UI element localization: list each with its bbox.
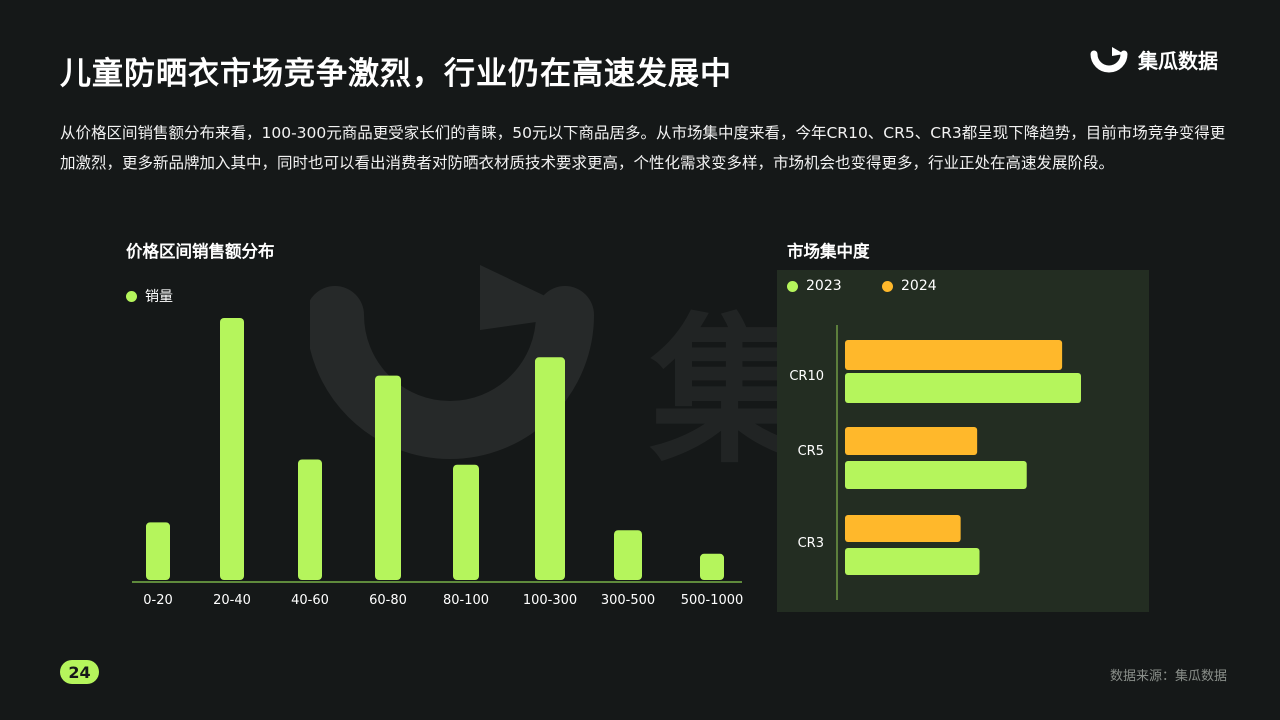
y-tick-label: CR10 xyxy=(789,369,824,384)
bar-2024-CR5 xyxy=(845,427,978,455)
page-title: 儿童防晒衣市场竞争激烈，行业仍在高速发展中 xyxy=(60,56,732,92)
legend-dot-2023 xyxy=(787,280,798,292)
jigua-logo-icon xyxy=(1090,47,1128,73)
y-tick-label: CR5 xyxy=(798,444,824,459)
legend-2024: 2024 xyxy=(882,278,937,294)
y-tick-label: CR3 xyxy=(798,536,824,551)
brand-name: 集瓜数据 xyxy=(1138,48,1218,73)
x-tick-label: 100-300 xyxy=(523,593,577,608)
x-tick-label: 300-500 xyxy=(601,593,655,608)
legend-label-2024: 2024 xyxy=(901,278,937,294)
bar-2024-CR3 xyxy=(845,515,961,542)
page-number: 24 xyxy=(60,660,99,684)
legend-2023: 2023 xyxy=(787,278,842,294)
price-distribution-chart: 0-20 20-40 40-60 60-80 80-100 100-300 300-500 5… xyxy=(132,318,744,608)
x-tick-label: 60-80 xyxy=(369,593,407,608)
bar-60-80 xyxy=(375,375,401,580)
bar-100-300 xyxy=(535,357,565,580)
bar-20-40 xyxy=(220,318,244,580)
concentration-chart: CR10 CR5 CR3 xyxy=(789,325,1081,600)
x-tick-label: 20-40 xyxy=(213,593,251,608)
bar-2023-CR3 xyxy=(845,548,980,575)
bar-500-1000 xyxy=(700,553,724,580)
price-chart-legend: 销量 xyxy=(126,286,173,306)
bar-2023-CR10 xyxy=(845,373,1081,403)
concentration-chart-panel: 2023 2024 CR10 CR5 CR3 xyxy=(777,270,1149,612)
x-tick-label: 40-60 xyxy=(291,593,329,608)
x-tick-label: 80-100 xyxy=(443,593,489,608)
x-tick-label: 0-20 xyxy=(143,593,173,608)
bar-80-100 xyxy=(453,464,479,580)
description-text: 从价格区间销售额分布来看，100-300元商品更受家长们的青睐，50元以下商品居… xyxy=(60,124,1226,172)
legend-dot-2024 xyxy=(882,280,893,292)
legend-label-2023: 2023 xyxy=(806,278,842,294)
x-tick-label: 500-1000 xyxy=(681,593,744,608)
bar-300-500 xyxy=(614,530,642,580)
concentration-chart-title: 市场集中度 xyxy=(787,242,870,261)
bar-2024-CR10 xyxy=(845,340,1063,370)
legend-label-sales: 销量 xyxy=(145,289,173,305)
legend-dot-sales xyxy=(126,290,137,302)
data-source: 数据来源：集瓜数据 xyxy=(1110,669,1228,684)
bar-0-20 xyxy=(146,522,170,580)
brand-logo: 集瓜数据 xyxy=(1090,44,1218,74)
bar-40-60 xyxy=(298,459,322,580)
bar-2023-CR5 xyxy=(845,461,1027,489)
price-chart-title: 价格区间销售额分布 xyxy=(126,242,275,261)
